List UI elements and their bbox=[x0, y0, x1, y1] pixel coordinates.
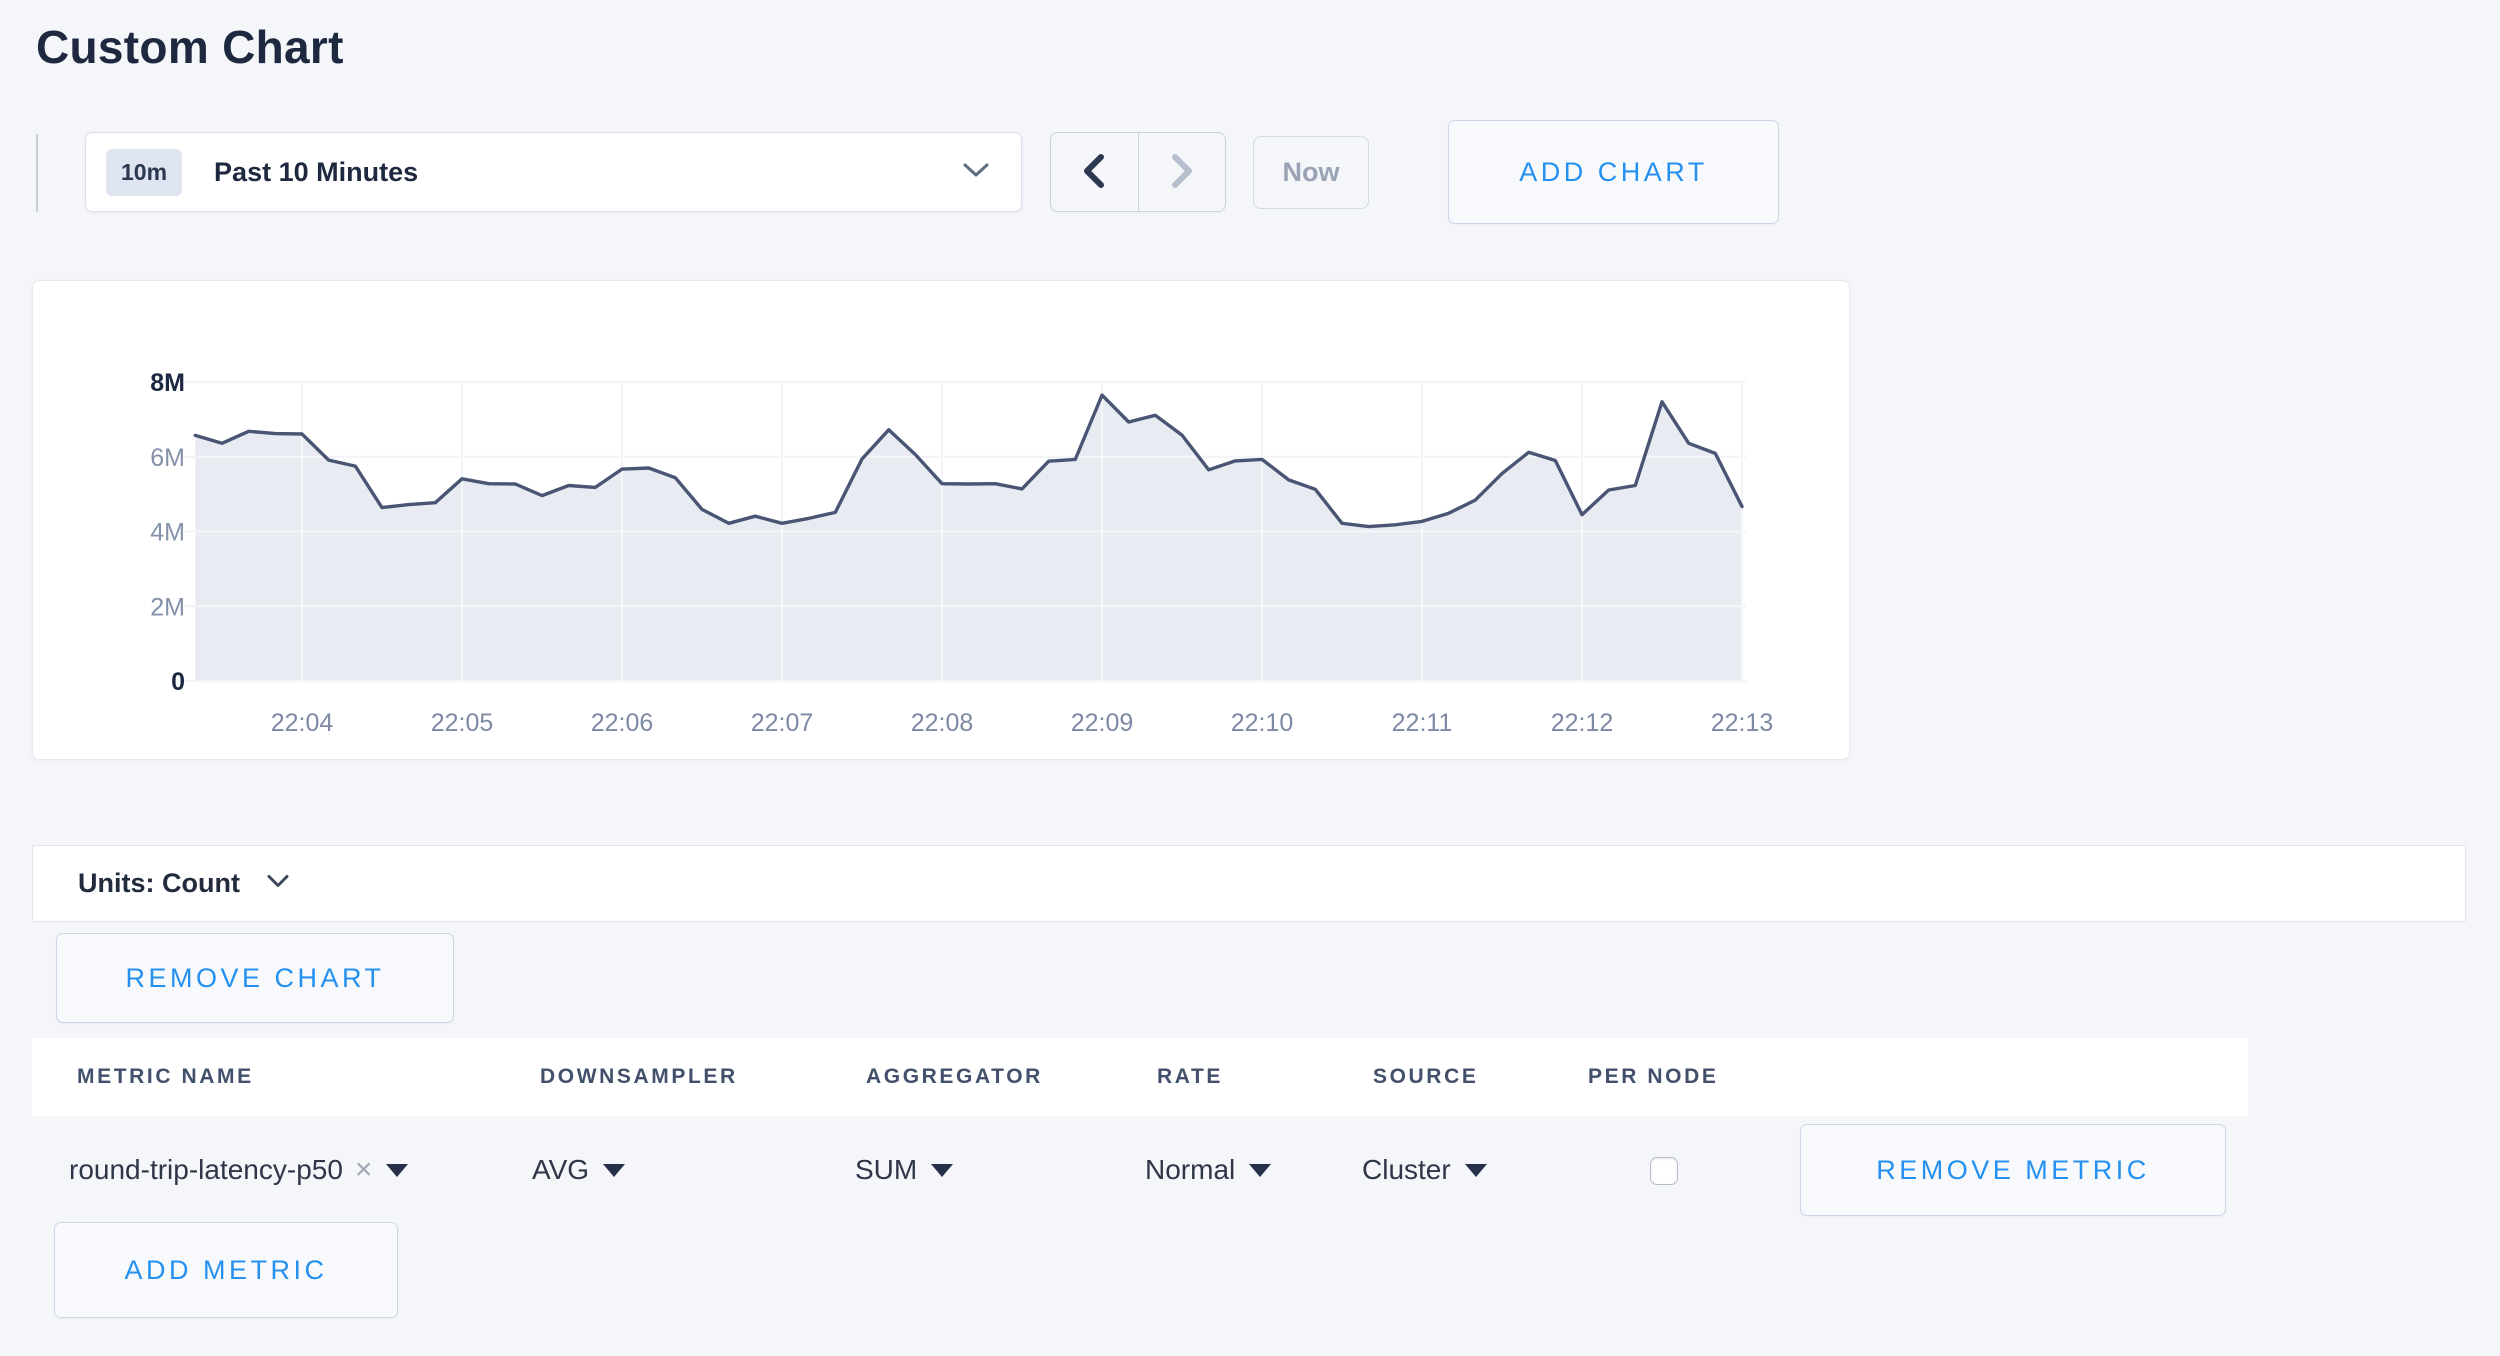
units-label: Units: Count bbox=[78, 868, 240, 898]
time-nav-group bbox=[1050, 132, 1226, 212]
dropdown-arrow-icon bbox=[931, 1163, 954, 1177]
column-header-per-node: PER NODE bbox=[1588, 1065, 1719, 1088]
svg-text:22:09: 22:09 bbox=[1071, 709, 1134, 737]
svg-text:22:10: 22:10 bbox=[1231, 709, 1294, 737]
toolbar-divider bbox=[36, 134, 38, 212]
chart-card: 0 2M 4M 6M 8M 22:04 22:05 22:06 22:07 22:08 22:09 2… bbox=[32, 280, 1850, 760]
rate-dropdown[interactable]: Normal bbox=[1145, 1154, 1272, 1186]
dropdown-arrow-icon bbox=[386, 1163, 409, 1177]
metric-name-dropdown[interactable]: round-trip-latency-p50 × bbox=[69, 1153, 409, 1187]
next-time-button[interactable] bbox=[1137, 133, 1226, 211]
rate-value: Normal bbox=[1145, 1154, 1236, 1185]
source-dropdown[interactable]: Cluster bbox=[1362, 1154, 1487, 1186]
svg-text:22:11: 22:11 bbox=[1392, 709, 1453, 737]
time-range-label: Past 10 Minutes bbox=[214, 156, 419, 187]
svg-text:8M: 8M bbox=[150, 369, 185, 397]
svg-text:0: 0 bbox=[171, 668, 185, 696]
svg-text:22:04: 22:04 bbox=[271, 709, 334, 737]
aggregator-value: SUM bbox=[855, 1154, 918, 1185]
aggregator-dropdown[interactable]: SUM bbox=[855, 1154, 954, 1186]
column-header-source: SOURCE bbox=[1373, 1065, 1479, 1088]
column-header-rate: RATE bbox=[1157, 1065, 1224, 1088]
metrics-table-header: METRIC NAME DOWNSAMPLER AGGREGATOR RATE … bbox=[32, 1038, 2248, 1116]
source-value: Cluster bbox=[1362, 1154, 1451, 1185]
metric-name-value: round-trip-latency-p50 bbox=[69, 1154, 343, 1185]
column-header-downsampler: DOWNSAMPLER bbox=[540, 1065, 738, 1088]
chevron-left-icon bbox=[1079, 151, 1109, 194]
metric-row: round-trip-latency-p50 × AVG SUM Normal … bbox=[32, 1116, 2466, 1224]
svg-text:4M: 4M bbox=[150, 519, 185, 547]
time-range-badge: 10m bbox=[106, 148, 183, 196]
remove-metric-button[interactable]: REMOVE METRIC bbox=[1800, 1124, 2226, 1216]
svg-text:2M: 2M bbox=[150, 593, 185, 621]
remove-chart-button[interactable]: REMOVE CHART bbox=[56, 933, 454, 1023]
downsampler-value: AVG bbox=[532, 1154, 590, 1185]
chevron-right-icon bbox=[1167, 151, 1197, 194]
page-title: Custom Chart bbox=[36, 21, 344, 73]
per-node-checkbox[interactable] bbox=[1650, 1157, 1678, 1185]
chevron-down-icon bbox=[266, 873, 290, 894]
svg-text:22:07: 22:07 bbox=[751, 709, 814, 737]
svg-text:22:12: 22:12 bbox=[1551, 709, 1614, 737]
svg-text:6M: 6M bbox=[150, 444, 185, 472]
add-chart-button[interactable]: ADD CHART bbox=[1448, 120, 1779, 224]
svg-text:22:13: 22:13 bbox=[1711, 709, 1774, 737]
now-button[interactable]: Now bbox=[1253, 136, 1369, 209]
column-header-metric-name: METRIC NAME bbox=[77, 1065, 254, 1088]
time-range-dropdown[interactable]: 10m Past 10 Minutes bbox=[85, 132, 1022, 212]
dropdown-arrow-icon bbox=[1249, 1163, 1272, 1177]
dropdown-arrow-icon bbox=[1464, 1163, 1487, 1177]
column-header-aggregator: AGGREGATOR bbox=[866, 1065, 1043, 1088]
line-chart[interactable]: 0 2M 4M 6M 8M 22:04 22:05 22:06 22:07 22:08 22:09 2… bbox=[33, 281, 1847, 757]
svg-text:22:08: 22:08 bbox=[911, 709, 974, 737]
prev-time-button[interactable] bbox=[1051, 133, 1138, 211]
chevron-down-icon bbox=[961, 160, 991, 185]
add-metric-button[interactable]: ADD METRIC bbox=[54, 1222, 398, 1318]
svg-text:22:06: 22:06 bbox=[591, 709, 654, 737]
units-selector[interactable]: Units: Count bbox=[32, 845, 2466, 922]
svg-text:22:05: 22:05 bbox=[431, 709, 494, 737]
clear-metric-icon[interactable]: × bbox=[354, 1153, 373, 1186]
downsampler-dropdown[interactable]: AVG bbox=[532, 1154, 626, 1186]
dropdown-arrow-icon bbox=[603, 1163, 626, 1177]
